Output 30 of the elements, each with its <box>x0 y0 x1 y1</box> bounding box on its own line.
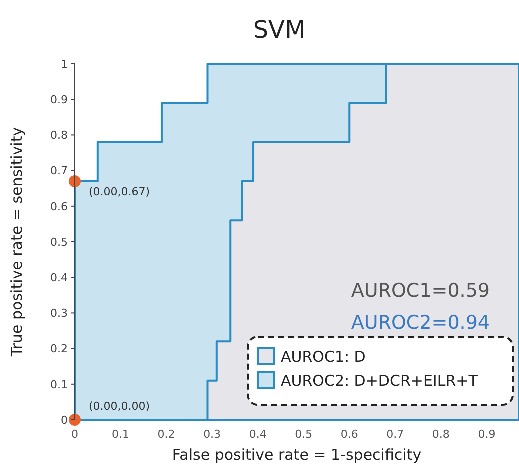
chart-title: SVM <box>253 16 306 44</box>
x-tick-label: 0.1 <box>112 428 130 441</box>
y-tick-label: 0.8 <box>50 129 68 142</box>
annotation: (0.00,0.67) <box>89 185 150 198</box>
x-tick-label: 0.9 <box>478 428 496 441</box>
y-tick-label: 0.1 <box>50 378 68 392</box>
x-tick-label: 0.4 <box>249 428 267 441</box>
y-tick-label: 0.9 <box>50 93 68 106</box>
y-tick-label: 0.7 <box>50 164 68 178</box>
y-axis-title: True positive rate = sensitivity <box>8 127 26 358</box>
x-tick-label: 0.5 <box>295 428 313 441</box>
y-tick-label: 0.6 <box>50 200 68 214</box>
y-tick-label: 1 <box>61 58 68 71</box>
y-tick-label: 0 <box>61 414 68 427</box>
x-tick-label: 0 <box>72 428 78 441</box>
annotation: AUROC1=0.59 <box>351 280 490 302</box>
x-tick-label: 0.7 <box>386 428 404 441</box>
y-tick-label: 0.3 <box>50 307 68 320</box>
y-tick-label: 0.4 <box>50 271 68 284</box>
x-axis-title: False positive rate = 1-specificity <box>172 446 422 464</box>
x-tick-label: 0.6 <box>340 428 358 441</box>
y-tick-label: 0.2 <box>50 342 68 356</box>
legend-label: AUROC2: D+DCR+EILR+T <box>281 372 479 390</box>
annotation: (0.00,0.00) <box>89 400 150 413</box>
annotation: AUROC2=0.94 <box>351 312 490 334</box>
x-tick-label: 0.3 <box>204 428 222 441</box>
x-tick-label: 0.2 <box>158 428 176 441</box>
legend-label: AUROC1: D <box>281 348 366 366</box>
x-tick-label: 0.8 <box>432 428 450 441</box>
y-tick-label: 0.5 <box>50 236 68 249</box>
